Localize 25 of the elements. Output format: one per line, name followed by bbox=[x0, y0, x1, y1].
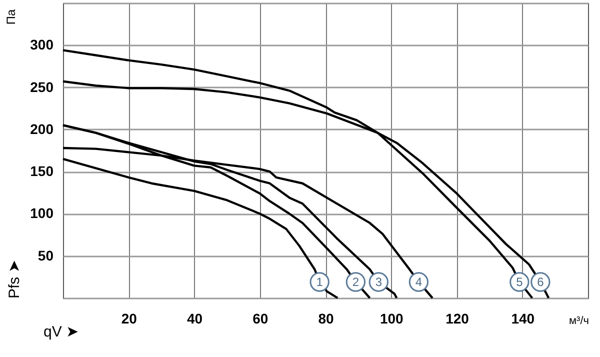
annotation: 3 bbox=[375, 274, 382, 289]
annotation: 5 bbox=[516, 274, 524, 289]
text: Па bbox=[4, 9, 18, 25]
y-tick-label: 50 bbox=[38, 247, 54, 264]
y-tick-label: 150 bbox=[30, 163, 54, 180]
y-tick-label: 300 bbox=[30, 36, 54, 53]
annotation: 6 bbox=[537, 274, 544, 289]
x-tick-label: 120 bbox=[446, 310, 470, 326]
annotation: 2 bbox=[352, 274, 360, 289]
text: м³/ч bbox=[568, 315, 589, 327]
x-axis-title: qV ➤ bbox=[44, 324, 80, 340]
line-series bbox=[62, 49, 550, 300]
y-axis-title: Pfs ➤ bbox=[6, 260, 24, 298]
y-tick-label: 100 bbox=[30, 205, 54, 222]
x-tick-label: 20 bbox=[121, 310, 138, 326]
x-tick-label: 60 bbox=[252, 310, 268, 326]
x-tick-label: 140 bbox=[511, 310, 535, 326]
x-tick-label: 100 bbox=[380, 310, 404, 326]
x-tick-label: 40 bbox=[186, 310, 203, 326]
annotation: 1 bbox=[316, 274, 324, 289]
x-tick-label: 80 bbox=[318, 310, 334, 326]
y-tick-label: 250 bbox=[30, 78, 54, 95]
annotation: 4 bbox=[415, 274, 422, 289]
line-series bbox=[62, 158, 339, 300]
y-tick-label: 200 bbox=[30, 120, 54, 137]
